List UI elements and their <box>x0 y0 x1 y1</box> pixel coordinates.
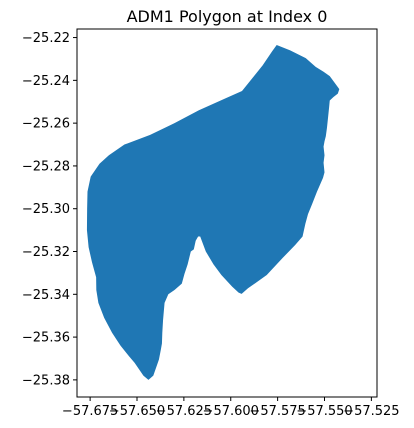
axes-frame <box>76 28 378 398</box>
y-tick-label: −25.26 <box>22 117 70 132</box>
x-tick-label: −57.575 <box>249 404 305 419</box>
y-tick-label: −25.38 <box>22 373 70 388</box>
x-tick-label: −57.600 <box>203 404 259 419</box>
x-tick-label: −57.525 <box>343 404 399 419</box>
x-tick-label: −57.625 <box>156 404 212 419</box>
plot-area <box>86 45 340 380</box>
x-tick-label: −57.650 <box>109 404 165 419</box>
x-tick-label: −57.675 <box>62 404 118 419</box>
chart-title: ADM1 Polygon at Index 0 <box>127 7 328 26</box>
y-tick-label: −25.28 <box>22 159 70 174</box>
y-tick-label: −25.30 <box>22 202 70 217</box>
y-tick-label: −25.36 <box>22 331 70 346</box>
y-tick-label: −25.22 <box>22 31 70 46</box>
y-tick-label: −25.34 <box>22 288 70 303</box>
adm1-polygon <box>86 45 340 380</box>
y-axis: −25.22 −25.24 −25.26 −25.28 −25.30 −25.32 −25.… <box>22 31 77 388</box>
x-axis: −57.675−57.650−57.625−57.600−57.575−57.5… <box>62 397 400 419</box>
y-tick-label: −25.24 <box>22 74 70 89</box>
x-tick-label: −57.550 <box>296 404 352 419</box>
y-tick-label: −25.32 <box>22 245 70 260</box>
